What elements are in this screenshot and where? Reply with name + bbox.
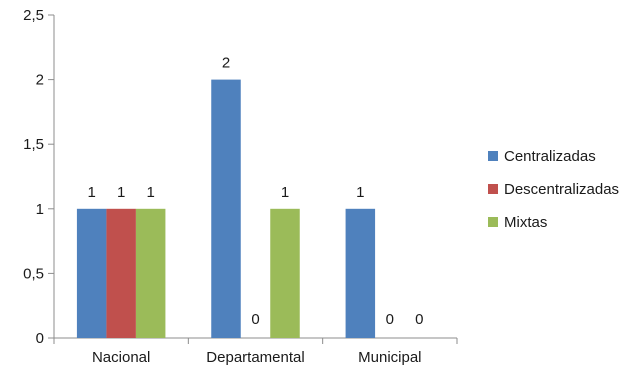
data-label: 0 <box>386 311 394 328</box>
legend-swatch-descentralizadas <box>488 184 498 194</box>
legend-swatch-mixtas <box>488 217 498 227</box>
data-label: 1 <box>146 184 154 201</box>
y-tick-label: 0 <box>36 330 44 347</box>
data-label: 0 <box>251 311 259 328</box>
data-label: 1 <box>87 184 95 201</box>
data-label: 2 <box>222 55 230 72</box>
bar-centralizadas <box>345 208 376 338</box>
bar-centralizadas <box>76 208 107 338</box>
data-label: 0 <box>415 311 423 328</box>
legend-item-centralizadas: Centralizadas <box>488 144 619 168</box>
bar-descentralizadas <box>106 208 136 338</box>
y-tick-label: 0,5 <box>23 265 44 282</box>
y-tick-label: 1,5 <box>23 136 44 153</box>
x-tick-label: Municipal <box>358 349 421 366</box>
legend-item-mixtas: Mixtas <box>488 210 619 234</box>
x-tick-label: Departamental <box>206 349 304 366</box>
legend-label-descentralizadas: Descentralizadas <box>504 180 620 198</box>
x-tick-label: Nacional <box>92 349 150 366</box>
bar-mixtas <box>270 208 300 338</box>
legend-label-centralizadas: Centralizadas <box>504 147 596 165</box>
data-label: 1 <box>356 184 364 201</box>
bar-centralizadas <box>211 79 241 338</box>
legend-item-descentralizadas: Descentralizadas <box>488 177 619 201</box>
y-tick-label: 1 <box>36 201 44 218</box>
y-tick-label: 2,5 <box>23 7 44 24</box>
legend: Centralizadas Descentralizadas Mixtas <box>488 144 619 243</box>
legend-label-mixtas: Mixtas <box>504 213 548 231</box>
data-label: 1 <box>117 184 125 201</box>
data-label: 1 <box>281 184 289 201</box>
legend-swatch-centralizadas <box>488 151 498 161</box>
bar-mixtas <box>135 208 166 338</box>
y-tick-label: 2 <box>36 72 44 89</box>
